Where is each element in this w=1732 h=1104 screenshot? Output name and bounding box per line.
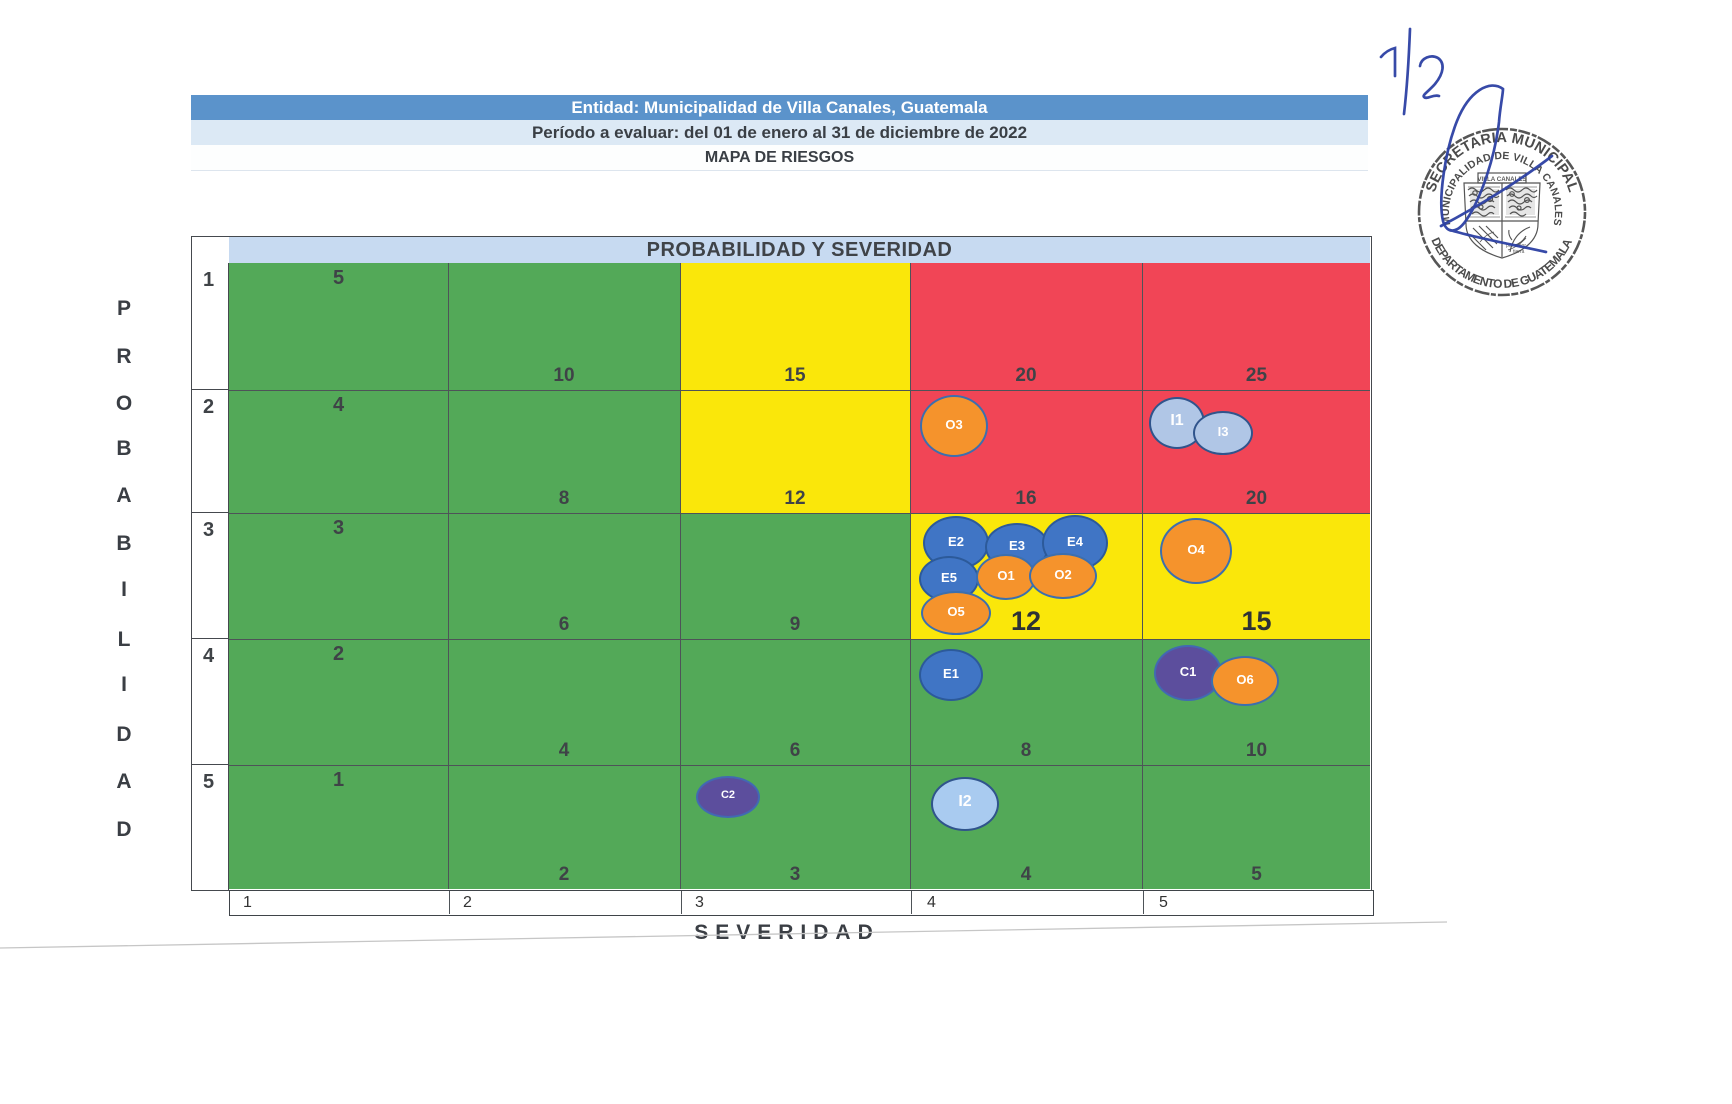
svg-text:VILLA CANALES: VILLA CANALES — [1477, 176, 1526, 183]
svg-text:tierra: tierra — [1513, 249, 1525, 255]
